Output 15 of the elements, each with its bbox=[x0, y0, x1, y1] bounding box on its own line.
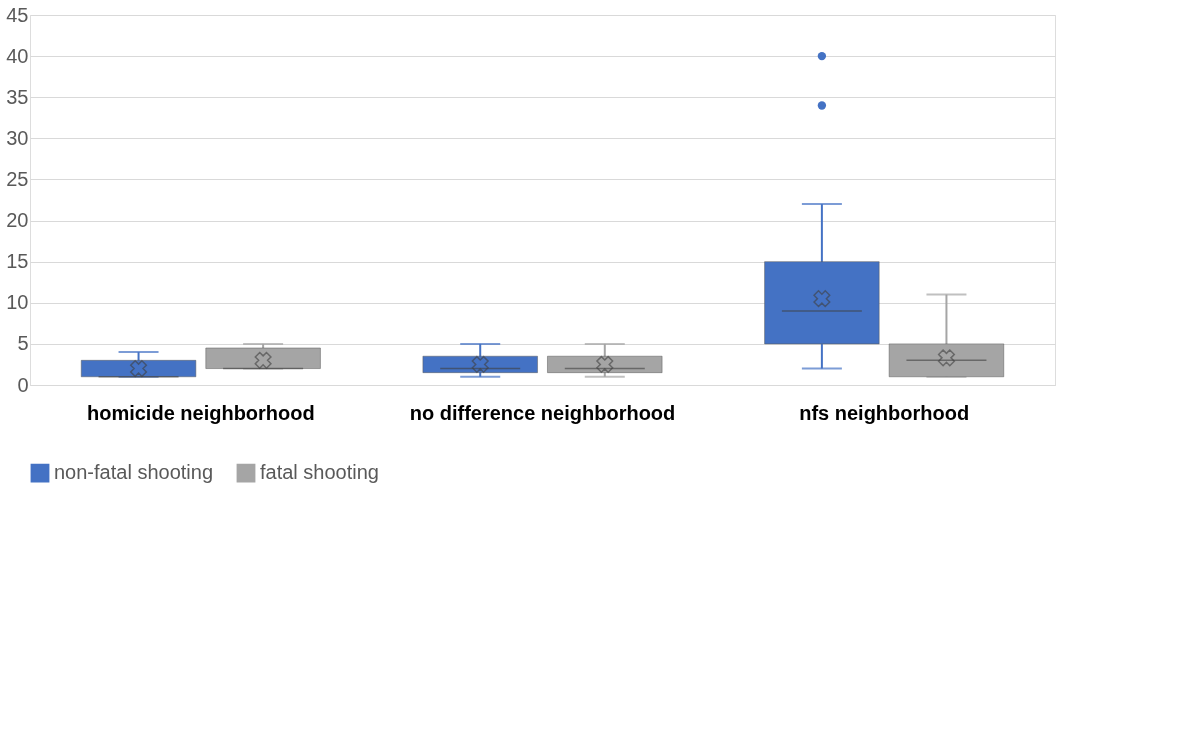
y-tick-label: 5 bbox=[17, 332, 29, 355]
y-tick-label: 25 bbox=[6, 167, 29, 190]
y-tick-label: 0 bbox=[17, 373, 29, 396]
legend-label: fatal shooting bbox=[260, 461, 379, 484]
y-tick-label: 45 bbox=[6, 3, 29, 26]
y-tick-label: 20 bbox=[6, 209, 29, 232]
y-tick-label: 40 bbox=[6, 44, 29, 67]
x-tick-label: nfs neighborhood bbox=[799, 401, 970, 424]
y-tick-label: 15 bbox=[6, 250, 29, 273]
y-tick-label: 30 bbox=[6, 126, 29, 149]
legend-label: non-fatal shooting bbox=[54, 461, 214, 484]
y-tick-label: 35 bbox=[6, 85, 29, 108]
x-tick-label: homicide neighborhood bbox=[86, 401, 315, 424]
x-tick-label: no difference neighborhood bbox=[409, 401, 676, 424]
y-tick-label: 10 bbox=[6, 291, 29, 314]
